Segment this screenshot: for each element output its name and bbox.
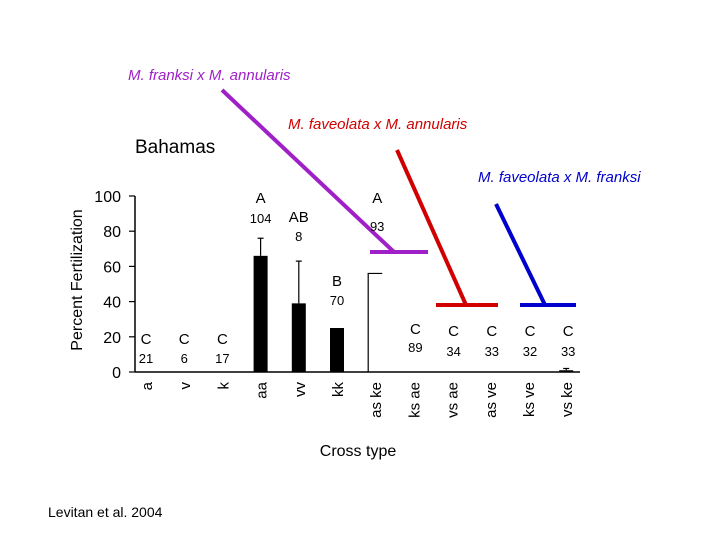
group-letter: C [525,323,536,340]
callout-label-faveolata-franksi: M. faveolata x M. franksi [478,169,641,186]
group-letter: C [217,331,228,348]
sample-size: 21 [139,351,153,366]
sample-size: 93 [370,219,384,234]
group-letter: B [332,273,342,290]
chart-annotations: C 21 C 6 C 17 A 104 AB 8 B 70 A 93 C 89 C 34 C 33 C 32 C 33 [139,190,576,366]
y-tick-label: 60 [103,259,121,276]
group-letter: C [448,323,459,340]
group-letter: C [563,323,574,340]
sample-size: 8 [295,229,302,244]
group-letter: C [486,323,497,340]
x-tick-label: a [139,381,156,390]
x-tick-label: vs ke [559,382,576,417]
citation: Levitan et al. 2004 [48,504,163,520]
bar [291,303,306,372]
y-tick-label: 20 [103,330,121,347]
x-tick-label: vv [292,382,309,398]
bar [559,370,574,372]
callout-label-franksi-annularis: M. franksi x M. annularis [128,67,291,84]
y-tick-label: 80 [103,224,121,241]
sample-size: 104 [250,211,272,226]
sample-size: 32 [523,344,537,359]
chart-bars [253,237,574,372]
x-tick-label: vs ae [445,382,462,418]
x-tick-label: v [177,382,194,390]
x-tick-label: aa [254,381,271,398]
callout-line-franksi-annularis [220,88,396,254]
y-tick-label: 0 [112,365,121,382]
x-axis-label: Cross type [320,443,397,460]
x-tick-label: ks ve [521,382,538,417]
sample-size: 17 [215,351,229,366]
sample-size: 70 [330,293,344,308]
y-axis-label: Percent Fertilization [69,209,86,350]
bar [330,328,344,372]
sample-size: 34 [446,344,460,359]
y-tick-label: 40 [103,295,121,312]
group-letter: A [256,190,266,207]
sample-size: 89 [408,340,422,355]
bar [367,272,383,372]
x-tick-label: as ke [368,382,385,418]
x-tick-label: kk [330,382,347,398]
group-letter: C [410,321,421,338]
group-letter: AB [289,209,309,226]
group-letter: C [141,331,152,348]
bar [253,255,268,372]
x-tick-label: as ve [483,382,500,418]
group-letter: A [372,190,382,207]
callout-lines [220,88,576,307]
group-letter: C [179,331,190,348]
sample-size: 33 [561,344,575,359]
y-tick-label: 100 [94,189,121,206]
chart-axes: 0 20 40 60 80 100 a v k aa vv kk as ke ks ae vs ae as v… [94,189,580,418]
x-tick-label: ks ae [406,382,423,418]
callout-line-faveolata-franksi [494,203,547,306]
sample-size: 6 [181,351,188,366]
sample-size: 33 [485,344,499,359]
region-title: Bahamas [135,137,215,158]
x-tick-label: k [215,382,232,390]
callout-label-faveolata-annularis: M. faveolata x M. annularis [288,116,468,133]
callout-line-faveolata-annularis [395,149,468,306]
